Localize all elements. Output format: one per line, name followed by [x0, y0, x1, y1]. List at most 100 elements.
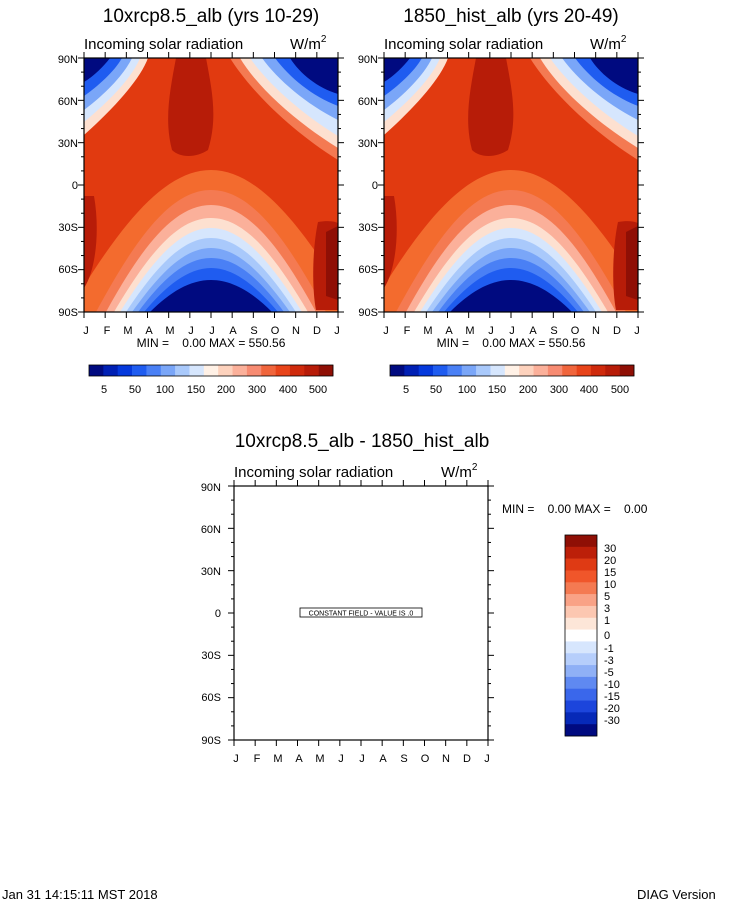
- colorbar-outline: [88, 364, 334, 377]
- panel-3-ytick-label: 90N: [201, 482, 221, 494]
- panel-2-colorbar-label: 5: [403, 384, 409, 396]
- panel-1-xtick-label: A: [229, 325, 237, 337]
- panel-2-ytick-label: 90S: [358, 307, 378, 319]
- colorbar-swatch: [160, 365, 176, 376]
- panel-1-ytick-label: 30N: [58, 138, 78, 150]
- colorbar-swatch: [103, 365, 119, 376]
- colorbar-swatch: [89, 365, 104, 376]
- panel-3-colorbar-label: 5: [604, 591, 610, 603]
- panel-1-colorbar-label: 50: [129, 384, 141, 396]
- panel-2-xtick-label: A: [445, 325, 453, 337]
- panel-3-xtick-label: S: [400, 753, 407, 765]
- panel-3-colorbar-label: 15: [604, 567, 616, 579]
- panel-1-ytick-label: 30S: [58, 222, 78, 234]
- colorbar-swatch: [605, 365, 620, 376]
- panel-1-subtitle: Incoming solar radiation: [84, 36, 243, 53]
- panel-1-xtick-label: D: [313, 325, 321, 337]
- panel-1-ytick-label: 90N: [58, 54, 78, 66]
- colorbar-swatch: [246, 365, 262, 376]
- colorbar-swatch: [565, 724, 597, 737]
- panel-1-colorbar-label: 150: [187, 384, 205, 396]
- panel-3-colorbar-label: -15: [604, 691, 620, 703]
- colorbar-swatch: [565, 688, 597, 701]
- panel-3-xtick-label: D: [463, 753, 471, 765]
- panel-3-xtick-label: J: [484, 753, 490, 765]
- panel-2-stats: MIN = 0.00 MAX = 550.56: [437, 336, 586, 350]
- panel-1-xtick-label: F: [104, 325, 111, 337]
- colorbar-swatch: [565, 617, 597, 630]
- panel-3-colorbar-label: 0: [604, 630, 610, 642]
- panel-3-colorbar-label: 10: [604, 579, 616, 591]
- colorbar-swatch: [565, 535, 597, 548]
- panel-1-xtick-label: M: [123, 325, 132, 337]
- footer-version: DIAG Version: [637, 887, 716, 902]
- colorbar-swatch: [304, 365, 319, 376]
- colorbar-swatch: [390, 365, 405, 376]
- panel-1-colorbar-label: 500: [309, 384, 327, 396]
- panel-3-xtick-label: N: [442, 753, 450, 765]
- panel-3-colorbar: [564, 534, 598, 737]
- panel-1-colorbar-label: 200: [217, 384, 235, 396]
- colorbar-swatch: [476, 365, 491, 376]
- colorbar-swatch: [590, 365, 606, 376]
- panel-2-xtick-label: M: [423, 325, 432, 337]
- panel-3-xtick-label: J: [338, 753, 344, 765]
- panel-1-xtick-label: O: [271, 325, 280, 337]
- colorbar-swatch: [447, 365, 463, 376]
- panel-1-ytick-label: 60S: [58, 264, 78, 276]
- colorbar-swatch: [547, 365, 563, 376]
- panel-2-ytick-label: 60N: [358, 96, 378, 108]
- colorbar-swatch: [576, 365, 592, 376]
- panel-3-colorbar-label: -1: [604, 643, 614, 655]
- panel-1-colorbar-label: 300: [248, 384, 266, 396]
- panel-1-x-axis: J F M A M J J A S O N D J: [83, 325, 340, 337]
- panel-2-colorbar-labels: 5 50 100 150 200 300 400 500: [403, 384, 629, 396]
- colorbar-swatch: [565, 558, 597, 571]
- colorbar-swatch: [203, 365, 219, 376]
- panel-1-xtick-label: M: [165, 325, 174, 337]
- panel-2: 1850_hist_alb (yrs 20-49) Incoming solar…: [358, 6, 640, 396]
- panel-3-ytick-label: 90S: [201, 735, 221, 747]
- panel-3-colorbar-label: 20: [604, 555, 616, 567]
- colorbar-swatch: [565, 605, 597, 619]
- panel-3-ytick-label: 0: [215, 608, 221, 620]
- panel-2-colorbar-label: 150: [488, 384, 506, 396]
- panel-1-xtick-label: N: [292, 325, 300, 337]
- panel-2-xtick-label: O: [571, 325, 580, 337]
- colorbar-swatch: [504, 365, 520, 376]
- panel-3-xtick-label: O: [421, 753, 430, 765]
- panel-3-xtick-label: F: [254, 753, 261, 765]
- panel-1-colorbar-label: 100: [156, 384, 174, 396]
- panel-3-title: 10xrcp8.5_alb - 1850_hist_alb: [235, 431, 490, 452]
- panel-3-colorbar-labels: 30 20 15 10 5 3 1 0 -1 -3 -5 -10 -15 -20…: [604, 543, 620, 727]
- colorbar-swatch: [565, 546, 597, 559]
- colorbar-swatch: [418, 365, 434, 376]
- panel-3: 10xrcp8.5_alb - 1850_hist_alb Incoming s…: [201, 431, 648, 765]
- panel-2-xtick-label: S: [550, 325, 557, 337]
- axis-ticks: [78, 52, 644, 746]
- panel-1-colorbar-label: 400: [279, 384, 297, 396]
- panel-3-xtick-label: A: [295, 753, 303, 765]
- footer-timestamp: Jan 31 14:15:11 MST 2018: [2, 887, 158, 902]
- colorbar-swatch: [218, 365, 233, 376]
- panel-2-ytick-label: 30N: [358, 138, 378, 150]
- panel-3-ytick-label: 60S: [201, 692, 221, 704]
- colorbar-swatch: [565, 653, 597, 666]
- panel-1-y-axis: 90N 60N 30N 0 30S 60S 90S: [58, 54, 78, 319]
- panel-1-stats: MIN = 0.00 MAX = 550.56: [137, 336, 286, 350]
- panel-2-x-axis: J F M A M J J A S O N D J: [383, 325, 640, 337]
- colorbar-swatch: [565, 665, 597, 678]
- colorbar-swatch: [490, 365, 506, 376]
- panel-2-xtick-label: J: [383, 325, 389, 337]
- panel-3-colorbar-label: 30: [604, 543, 616, 555]
- panel-3-xtick-label: J: [359, 753, 365, 765]
- colorbar-swatch: [146, 365, 162, 376]
- colorbar-swatch: [117, 365, 133, 376]
- colorbar-swatch: [318, 365, 334, 376]
- panel-3-xtick-label: A: [379, 753, 387, 765]
- colorbar-swatch: [619, 365, 635, 376]
- colorbar-outline: [564, 534, 598, 737]
- colorbar-swatch: [565, 676, 597, 690]
- panel-3-subtitle: Incoming solar radiation: [234, 464, 393, 481]
- panel-3-x-axis: J F M A M J J A S O N D J: [233, 753, 490, 765]
